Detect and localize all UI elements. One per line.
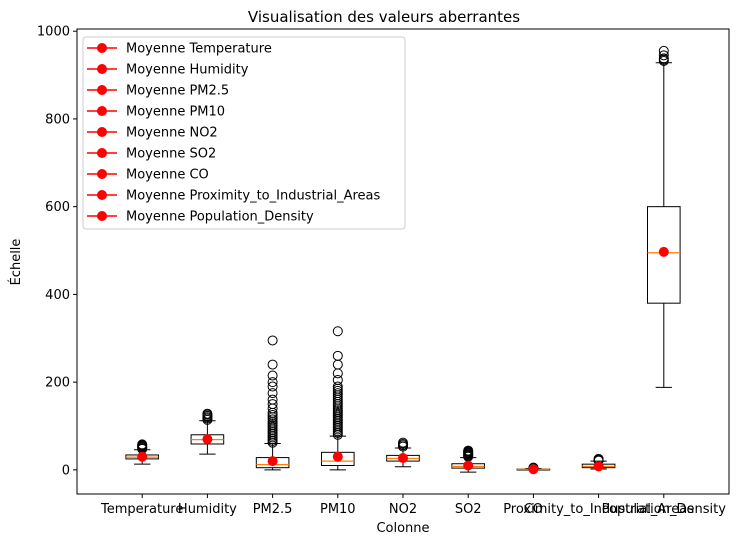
x-tick-label: Population_Density (602, 502, 727, 517)
outlier-point (137, 439, 148, 450)
mean-marker (137, 451, 148, 462)
outlier-point (658, 50, 669, 61)
y-axis: 0 200 400 600 800 1000 (37, 25, 77, 478)
mean-marker (463, 460, 474, 471)
mean-marker (658, 246, 669, 257)
outlier-point (332, 385, 343, 396)
outlier-point (267, 394, 278, 405)
outlier-point (267, 410, 278, 421)
mean-marker (202, 434, 213, 445)
chart-title: Visualisation des valeurs aberrantes (248, 8, 520, 26)
legend-label: Moyenne CO (126, 168, 209, 183)
outlier-point (332, 374, 343, 385)
x-tick-label: PM10 (320, 502, 356, 517)
legend-item: Moyenne CO (87, 168, 209, 183)
legend-marker (97, 127, 107, 137)
legend-item: Moyenne Proximity_to_Industrial_Areas (87, 189, 381, 204)
legend-marker (97, 85, 107, 95)
legend-label: Moyenne Proximity_to_Industrial_Areas (126, 189, 381, 204)
legend-marker (97, 64, 107, 74)
outlier-point (267, 370, 278, 381)
x-tick-label: PM2.5 (253, 502, 293, 517)
outlier-point (332, 326, 343, 337)
legend-item: Moyenne PM2.5 (87, 84, 229, 99)
legend-item: Moyenne Population_Density (87, 210, 314, 225)
box-group (516, 462, 551, 475)
y-tick-label: 400 (45, 288, 70, 303)
y-tick-label: 1000 (37, 25, 70, 40)
legend-label: Moyenne Humidity (126, 63, 249, 78)
outlier-point (398, 437, 408, 448)
outlier-point (267, 359, 278, 370)
box-group (255, 335, 290, 471)
legend-item: Moyenne Temperature (87, 42, 272, 57)
legend-marker (97, 148, 107, 158)
y-axis-title: Échelle (8, 239, 24, 286)
x-tick-label: Proximity_to_Industrial_Areas (503, 502, 694, 517)
legend-item: Moyenne SO2 (87, 147, 216, 162)
outlier-point (267, 414, 278, 425)
legend-label: Moyenne PM10 (126, 105, 225, 120)
legend-frame (82, 36, 406, 230)
outlier-point (658, 45, 669, 56)
outlier-point (202, 408, 213, 419)
y-tick-label: 600 (45, 200, 70, 215)
box-group (321, 326, 355, 471)
box-group (386, 437, 420, 468)
legend-label: Moyenne SO2 (126, 147, 216, 162)
x-tick-label: Humidity (178, 502, 237, 517)
outlier-point (267, 381, 278, 392)
y-tick-label: 0 (62, 463, 70, 478)
outlier-point (332, 350, 343, 361)
x-tick-label: SO2 (455, 502, 482, 517)
outlier-point (332, 381, 343, 392)
legend-item: Moyenne NO2 (87, 126, 218, 141)
y-tick-label: 200 (45, 376, 70, 391)
box-group (647, 45, 681, 388)
mean-marker (528, 464, 539, 475)
outlier-point (267, 377, 278, 388)
legend-label: Moyenne Population_Density (126, 210, 314, 225)
outlier-point (463, 445, 474, 456)
outlier-point (658, 53, 669, 64)
legend-marker (97, 211, 107, 221)
legend-label: Moyenne PM2.5 (126, 84, 229, 99)
legend-label: Moyenne NO2 (126, 126, 218, 141)
legend-marker (97, 106, 107, 116)
legend-marker (97, 190, 107, 200)
x-tick-label: Temperature (100, 502, 183, 517)
mean-marker (267, 456, 278, 467)
box-group (125, 439, 159, 465)
outlier-point (267, 388, 278, 399)
x-tick-label: CO (524, 502, 543, 517)
x-tick-label: NO2 (389, 502, 417, 517)
y-tick-label: 800 (45, 112, 70, 127)
mean-marker (593, 461, 604, 472)
legend: Moyenne Temperature Moyenne Humidity Moyen… (82, 36, 406, 230)
legend-label: Moyenne Temperature (126, 42, 272, 57)
box-group (190, 408, 225, 455)
outlier-point (332, 388, 343, 399)
x-axis-title: Colonne (376, 521, 429, 536)
legend-item: Moyenne Humidity (87, 63, 249, 78)
outlier-point (267, 335, 278, 346)
outlier-point (267, 399, 278, 410)
box-group (451, 445, 485, 473)
mean-marker (398, 453, 408, 464)
box-group (581, 453, 616, 472)
mean-marker (332, 451, 343, 462)
legend-marker (97, 169, 107, 179)
legend-item: Moyenne PM10 (87, 105, 225, 120)
legend-marker (97, 43, 107, 53)
box (647, 206, 681, 304)
plot-area (125, 45, 681, 475)
